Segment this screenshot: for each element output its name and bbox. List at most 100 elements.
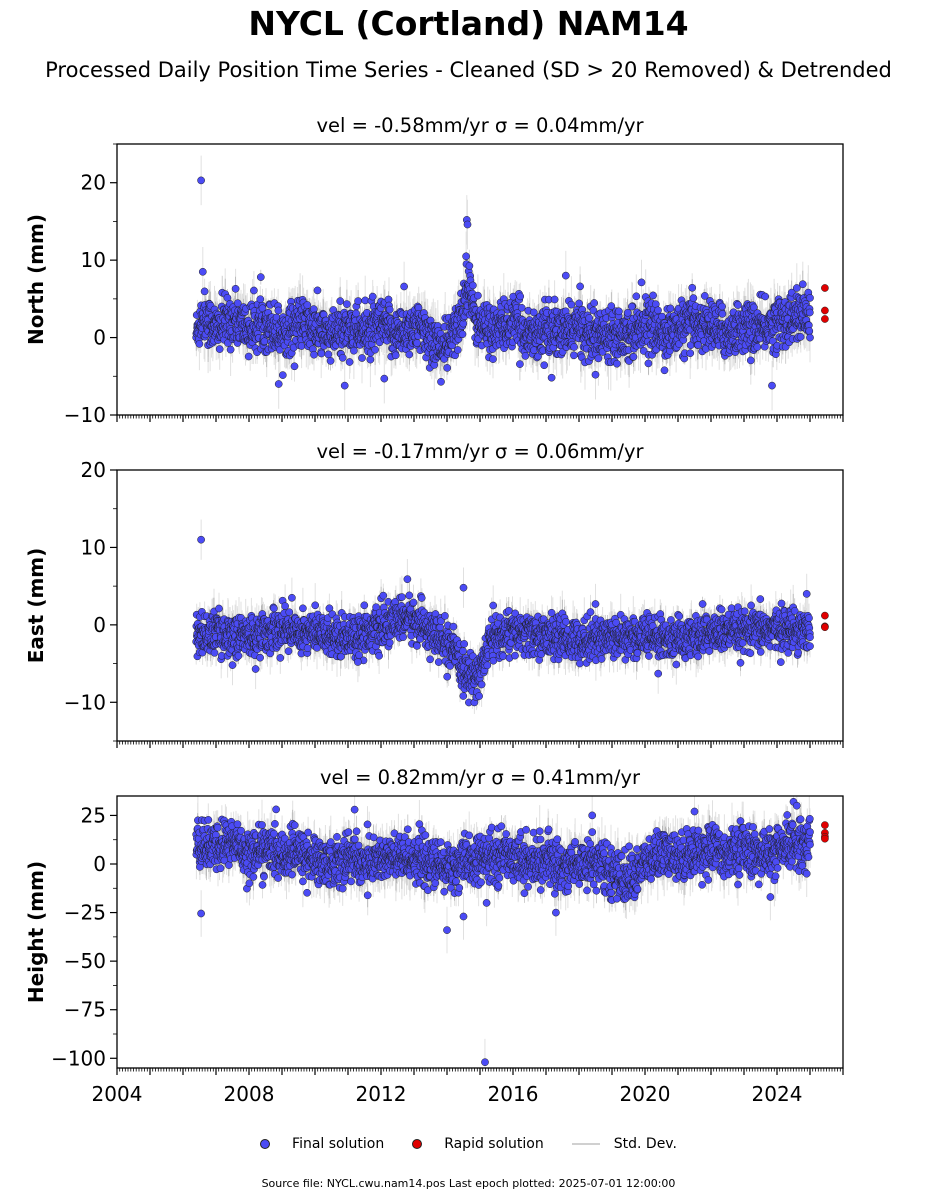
final-point [256,273,265,281]
final-point [343,300,351,308]
rapid-point [821,284,829,292]
final-point [590,299,599,307]
final-point [469,281,477,290]
final-point [326,357,335,365]
final-point [550,295,559,304]
final-point [517,303,526,312]
final-point [613,359,621,368]
final-point [649,291,657,300]
final-point [749,303,758,312]
final-point [529,308,538,317]
final-point [534,352,542,361]
final-point [391,351,400,360]
final-point-outlier [380,374,389,383]
final-point [805,308,814,317]
final-point [231,284,240,293]
final-point [806,294,814,302]
final-point [686,349,695,358]
final-point [437,377,445,386]
final-point [575,299,583,308]
final-point [258,304,267,313]
final-point [637,278,646,287]
final-point [516,292,525,301]
final-point [200,287,209,296]
final-point [746,356,755,365]
final-point [594,354,603,363]
final-point [413,339,421,347]
final-point-outlier [463,220,472,229]
final-point [405,350,414,359]
final-point [453,346,462,354]
final-point [366,355,375,364]
final-point [368,292,377,301]
x-ticks-north [116,415,844,422]
axes-frame-north [116,143,844,416]
final-solution-points-north [192,176,814,390]
rapid-point [821,315,829,323]
final-point [761,292,770,301]
final-point [338,353,347,362]
final-point [303,301,312,309]
final-point [694,341,702,349]
final-point [570,343,578,351]
plot-area-north [192,155,829,411]
final-point [350,346,358,355]
rapid-point [821,306,829,315]
final-point [629,352,638,361]
final-point-outlier [591,370,600,379]
final-point [336,297,345,305]
final-point [570,351,578,360]
final-point [798,280,807,289]
final-point-outlier [198,267,207,276]
final-point-outlier [197,176,205,185]
final-point [632,292,641,301]
final-point [585,314,594,322]
final-point [689,294,698,302]
rapid-solution-points-north [821,284,829,323]
final-point [489,355,497,363]
final-point-outlier [274,380,283,388]
std-dev-bars-north [195,155,811,411]
final-point [290,362,299,371]
final-point-outlier [627,302,636,311]
final-point [443,364,452,372]
final-point [385,305,394,314]
final-point [734,301,742,309]
final-point [540,361,549,370]
final-point [521,352,530,360]
final-point [278,371,287,379]
chart-subtitle: Processed Daily Position Time Series - C… [45,58,892,82]
final-point-outlier [768,381,776,390]
final-point [666,304,675,313]
final-point-outlier [792,284,801,292]
final-point [607,302,616,310]
final-point [547,373,556,382]
final-point [371,345,379,354]
final-point-outlier [462,252,470,261]
final-point [644,359,653,368]
final-point [700,292,709,300]
final-point [567,300,576,309]
final-point [615,307,623,316]
final-point [688,283,697,292]
final-point [250,286,258,295]
chart-title: NYCL (Cortland) NAM14 [248,4,689,43]
final-point [260,337,269,346]
final-point-outlier [400,282,408,291]
final-point [753,343,762,351]
final-point [654,306,662,315]
final-point [274,306,283,315]
final-point-outlier [806,333,814,342]
final-point [458,330,467,339]
final-point [465,262,474,270]
final-point [244,352,253,361]
final-point [195,340,204,348]
final-point [516,360,524,368]
final-point [226,345,235,354]
final-point [345,358,354,366]
final-point [317,349,326,358]
final-point [718,302,726,311]
final-point [660,366,669,375]
